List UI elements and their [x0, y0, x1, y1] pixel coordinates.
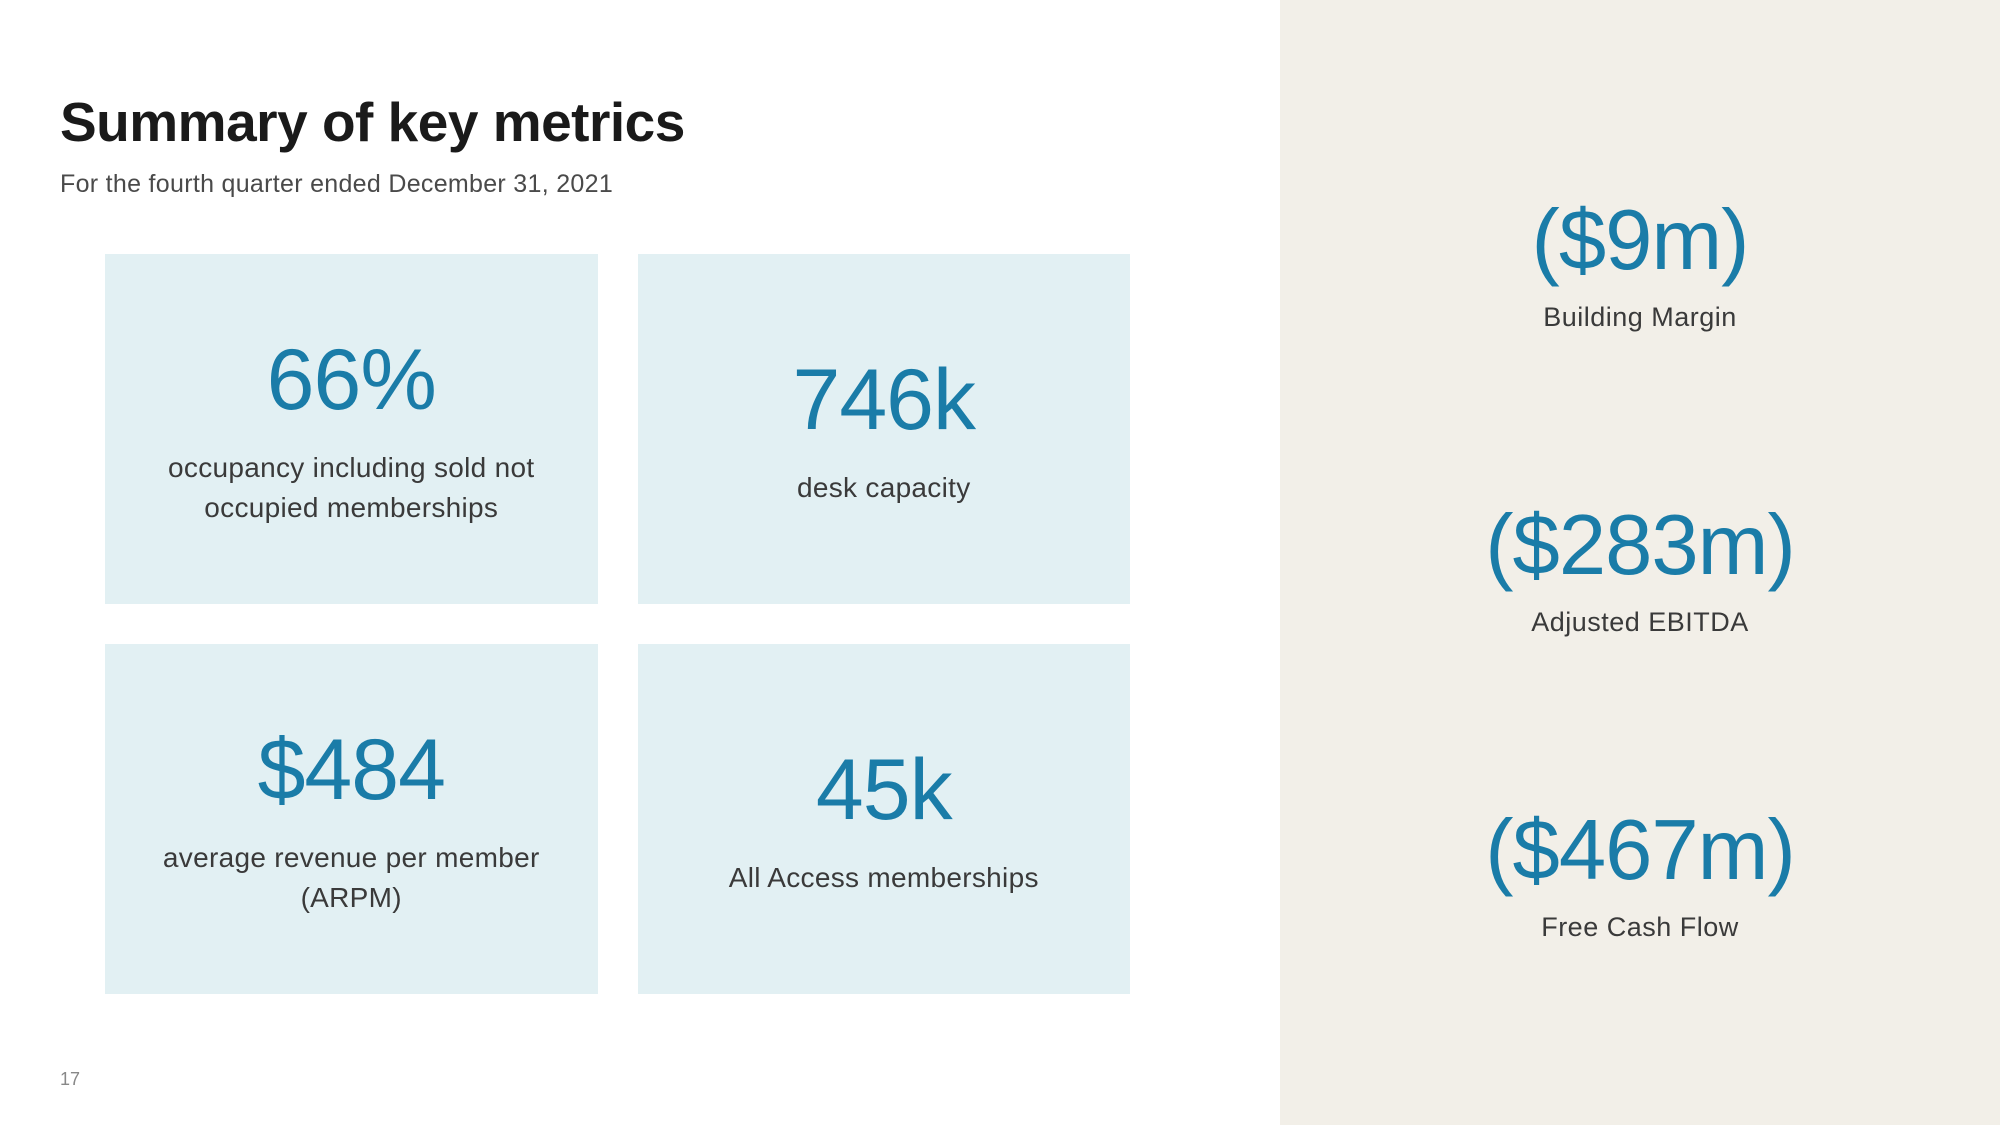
metric-value: 45k	[816, 741, 952, 840]
metric-card-desk-capacity: 746k desk capacity	[638, 254, 1131, 604]
metric-label: desk capacity	[797, 468, 971, 507]
metric-value: $484	[258, 721, 445, 820]
metric-card-all-access: 45k All Access memberships	[638, 644, 1131, 994]
financial-label: Free Cash Flow	[1485, 912, 1795, 943]
metric-label: occupancy including sold not occupied me…	[135, 448, 568, 526]
page-title: Summary of key metrics	[60, 90, 1220, 154]
financial-label: Building Margin	[1532, 302, 1749, 333]
page-subtitle: For the fourth quarter ended December 31…	[60, 170, 1220, 199]
metric-value: 66%	[267, 331, 436, 430]
metric-label: All Access memberships	[729, 858, 1039, 897]
financial-value: ($283m)	[1485, 497, 1795, 595]
left-section: Summary of key metrics For the fourth qu…	[0, 0, 1280, 1125]
financial-value: ($9m)	[1532, 192, 1749, 290]
financial-value: ($467m)	[1485, 802, 1795, 900]
financial-metric-building-margin: ($9m) Building Margin	[1532, 192, 1749, 333]
metric-card-occupancy: 66% occupancy including sold not occupie…	[105, 254, 598, 604]
page-number: 17	[60, 1069, 80, 1090]
right-section: ($9m) Building Margin ($283m) Adjusted E…	[1280, 0, 2000, 1125]
metric-card-arpm: $484 average revenue per member (ARPM)	[105, 644, 598, 994]
financial-metric-free-cash-flow: ($467m) Free Cash Flow	[1485, 802, 1795, 943]
metric-value: 746k	[793, 351, 976, 450]
cards-grid: 66% occupancy including sold not occupie…	[60, 254, 1220, 994]
metric-label: average revenue per member (ARPM)	[135, 838, 568, 916]
financial-metric-adjusted-ebitda: ($283m) Adjusted EBITDA	[1485, 497, 1795, 638]
financial-label: Adjusted EBITDA	[1485, 607, 1795, 638]
